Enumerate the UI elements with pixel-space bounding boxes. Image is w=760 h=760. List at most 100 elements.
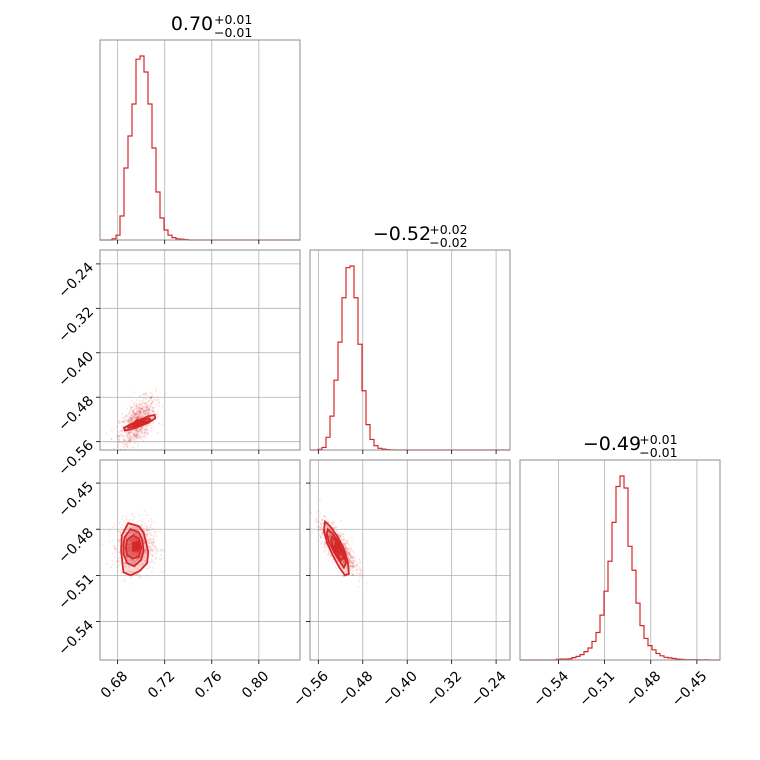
panel-1-0-point	[140, 438, 142, 441]
panel-1-0-point	[132, 419, 135, 422]
x-tick-label-2-2: −0.48	[623, 668, 665, 710]
panel-2-0-point	[133, 553, 135, 555]
panel-2-1-point	[343, 561, 345, 563]
panel-2-1-point	[349, 552, 351, 555]
panel-1-0-point	[156, 413, 158, 416]
x-tick-label-1-1: −0.48	[335, 668, 377, 710]
panel-1-0-point	[153, 398, 156, 400]
panel-2-0-point	[135, 573, 138, 576]
panel-2-0-point	[137, 526, 140, 529]
panel-2-0-point	[134, 573, 137, 576]
panel-2-0-point	[130, 554, 133, 556]
histogram-2	[520, 475, 720, 661]
panel-2-0-point	[144, 550, 147, 553]
panel-1-0-point	[137, 429, 139, 432]
panel-1-0-point	[131, 437, 134, 439]
panel-1-0-point	[136, 428, 138, 431]
panel-1-0-point	[140, 416, 143, 418]
panel-2-0-point	[124, 530, 127, 532]
panel-2-1-point	[332, 527, 335, 530]
panel-2-0-point	[150, 560, 153, 563]
panel-1-0-point	[134, 428, 137, 430]
panel-2-0-point	[135, 559, 137, 561]
panel-2-1-point	[349, 564, 351, 566]
panel-2-1-point	[346, 552, 348, 555]
panel-1-0-point	[146, 429, 149, 432]
panel-1-0-point	[122, 441, 125, 444]
panel-1-0-point	[136, 413, 138, 415]
panel-1-0-point	[148, 399, 151, 401]
panel-1-0-point	[133, 403, 136, 406]
panel-2-0-point	[142, 536, 144, 539]
panel-2-0-point	[160, 554, 162, 556]
panel-2-1-point	[331, 561, 334, 563]
panel-2-1-point	[346, 554, 349, 556]
panel-1-0-point	[152, 406, 155, 409]
panel-2-1-point	[336, 529, 339, 532]
panel-1-0-point	[151, 400, 154, 402]
panel-1-0-point	[126, 445, 128, 448]
panel-2-0-point	[143, 540, 146, 542]
panel-2-0-point	[150, 533, 153, 536]
panel-1-0-point	[126, 436, 129, 438]
panel-2-1-point	[318, 540, 321, 542]
panel-1-0-point	[157, 432, 159, 434]
panel-2-1-point	[350, 556, 352, 559]
panel-2-0-point	[126, 544, 129, 547]
panel-1-0-point	[142, 401, 145, 404]
panel-2-0-point	[138, 568, 141, 571]
panel-2-1-point	[332, 528, 335, 531]
panel-1-0-point	[127, 436, 130, 438]
panel-1-0-point	[115, 435, 118, 438]
panel-2-1-point	[343, 562, 345, 564]
panel-2-0-point	[142, 556, 145, 559]
panel-1-0-point	[137, 415, 140, 417]
panel-1-0-point	[145, 407, 148, 410]
panel-2-0-point	[148, 545, 150, 548]
panel-1-0-point	[138, 416, 140, 419]
panel-2-1-point	[344, 545, 346, 547]
panel-2-1-point	[351, 574, 354, 577]
panel-2-0-point	[123, 552, 126, 555]
panel-1-0-point	[135, 404, 138, 407]
panel-2-0-point	[151, 550, 154, 553]
panel-1-0-point	[150, 396, 152, 399]
panel-2-0-point	[136, 551, 138, 554]
panel-1-0-point	[124, 446, 126, 449]
panel-2-0-point	[132, 558, 134, 561]
panel-1-0-point	[126, 430, 129, 433]
panel-1-0-point	[135, 434, 138, 437]
panel-2-0-point	[147, 542, 150, 545]
panel-2-0-point	[134, 552, 137, 555]
panel-1-0-point	[135, 428, 138, 431]
panel-2-0-point	[131, 512, 134, 515]
panel-1-0-point	[141, 431, 143, 434]
panel-1-0-point	[135, 414, 138, 416]
panel-2-0-point	[128, 558, 131, 561]
panel-2-0-point	[141, 531, 144, 534]
panel-2-0-point	[131, 539, 133, 542]
panel-1-0-point	[129, 431, 131, 434]
panel-2-0-point	[133, 563, 136, 566]
panel-1-0-point	[125, 432, 128, 434]
y-tick-label-1-3: −0.32	[55, 304, 97, 346]
panel-2-0-point	[134, 533, 137, 536]
panel-2-0-point	[143, 510, 146, 513]
panel-2-1-point	[343, 540, 346, 543]
panel-2-0-point	[146, 526, 148, 529]
panel-1-0-point	[126, 420, 129, 422]
panel-2-1-point	[332, 532, 335, 535]
panel-2-1-point	[335, 526, 337, 529]
panel-2-1-point	[322, 531, 324, 533]
panel-1-0-point	[127, 431, 130, 434]
panel-1-0-point	[123, 420, 125, 423]
panel-2-0-point	[122, 561, 125, 564]
panel-2-0-point	[139, 563, 142, 566]
panel-2-0-point	[130, 549, 132, 552]
panel-2-0-point	[130, 543, 132, 546]
panel-1-0-point	[136, 436, 139, 439]
panel-1-0-point	[128, 415, 130, 418]
panel-2-0-point	[145, 561, 147, 564]
panel-2-1-point	[327, 553, 330, 556]
panel-1-0-point	[128, 413, 130, 415]
